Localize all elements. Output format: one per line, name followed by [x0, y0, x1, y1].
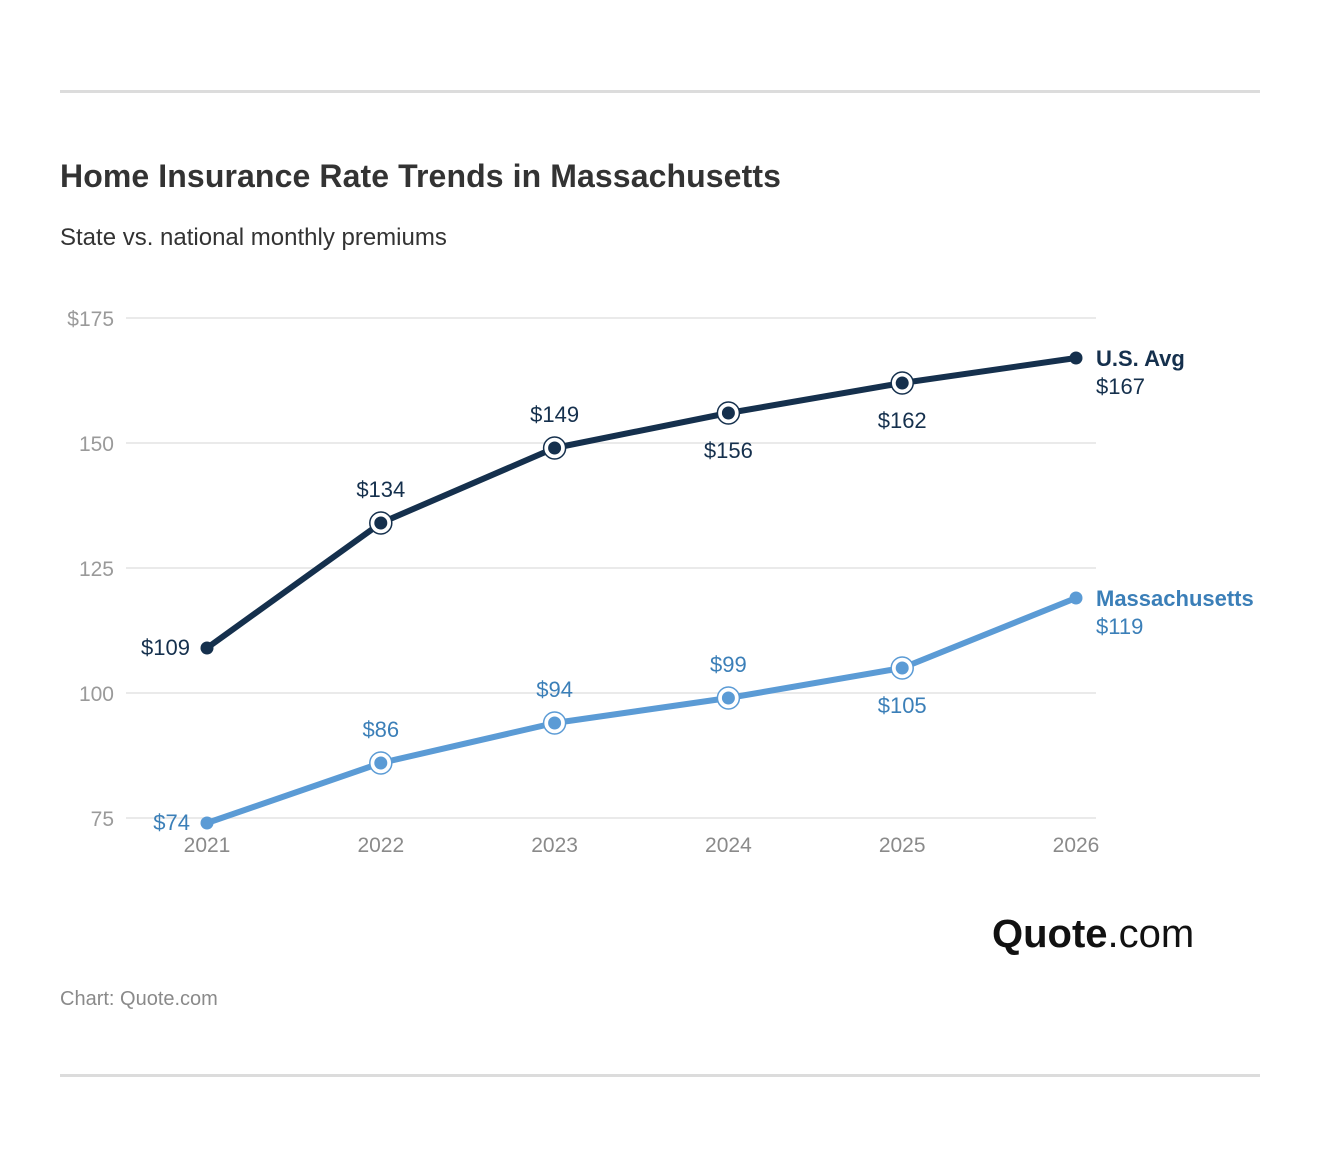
y-tick-label: 125: [79, 558, 114, 581]
massachusetts-point: [1069, 591, 1083, 605]
massachusetts-point: [895, 661, 909, 675]
chart-title: Home Insurance Rate Trends in Massachuse…: [60, 158, 781, 194]
massachusetts-point: [374, 756, 388, 770]
line-chart: $175 150 125 100 75 2021 2022 2023 2024 2025 2026 $…: [67, 308, 1254, 857]
us-avg-series-name: U.S. Avg: [1096, 346, 1185, 371]
us-avg-point: [1069, 351, 1083, 365]
massachusetts-line: [204, 595, 1079, 826]
us-avg-point: [200, 641, 214, 655]
y-tick-label: 75: [91, 808, 114, 831]
us-avg-point: [374, 516, 388, 530]
us-avg-point: [548, 441, 562, 455]
y-tick-label: 100: [79, 683, 114, 706]
massachusetts-series-name: Massachusetts: [1096, 586, 1254, 611]
x-tick-label: 2022: [357, 834, 404, 857]
y-tick-label: $175: [67, 308, 114, 331]
logo-wordmark: Quote: [992, 912, 1108, 956]
us-avg-data-label: $156: [704, 438, 753, 463]
massachusetts-data-label: $119: [1096, 614, 1143, 639]
massachusetts-data-label: $86: [362, 717, 399, 742]
us-avg-data-label: $162: [878, 408, 927, 433]
us-avg-point: [721, 406, 735, 420]
massachusetts-point: [548, 716, 562, 730]
us-avg-line: [204, 355, 1079, 651]
massachusetts-point: [200, 816, 214, 830]
x-tick-label: 2025: [879, 834, 926, 857]
chart-source: Chart: Quote.com: [60, 988, 218, 1010]
massachusetts-data-label: $74: [153, 810, 190, 835]
us-avg-data-label: $134: [356, 477, 405, 502]
logo-suffix: .com: [1107, 912, 1195, 956]
massachusetts-data-label: $99: [710, 652, 747, 677]
us-avg-data-label: $109: [141, 635, 190, 660]
chart-subtitle: State vs. national monthly premiums: [60, 224, 447, 251]
brand-logo: Quote .com: [992, 912, 1194, 957]
us-avg-data-label: $167: [1096, 374, 1145, 399]
massachusetts-data-label: $94: [536, 677, 573, 702]
massachusetts-point: [721, 691, 735, 705]
x-tick-label: 2021: [184, 834, 231, 857]
x-tick-label: 2024: [705, 834, 752, 857]
x-tick-label: 2023: [531, 834, 578, 857]
x-tick-label: 2026: [1053, 834, 1100, 857]
top-divider: [60, 90, 1260, 93]
massachusetts-data-label: $105: [878, 693, 927, 718]
us-avg-point: [895, 376, 909, 390]
y-tick-label: 150: [79, 433, 114, 456]
us-avg-data-label: $149: [530, 402, 579, 427]
bottom-divider: [60, 1074, 1260, 1077]
